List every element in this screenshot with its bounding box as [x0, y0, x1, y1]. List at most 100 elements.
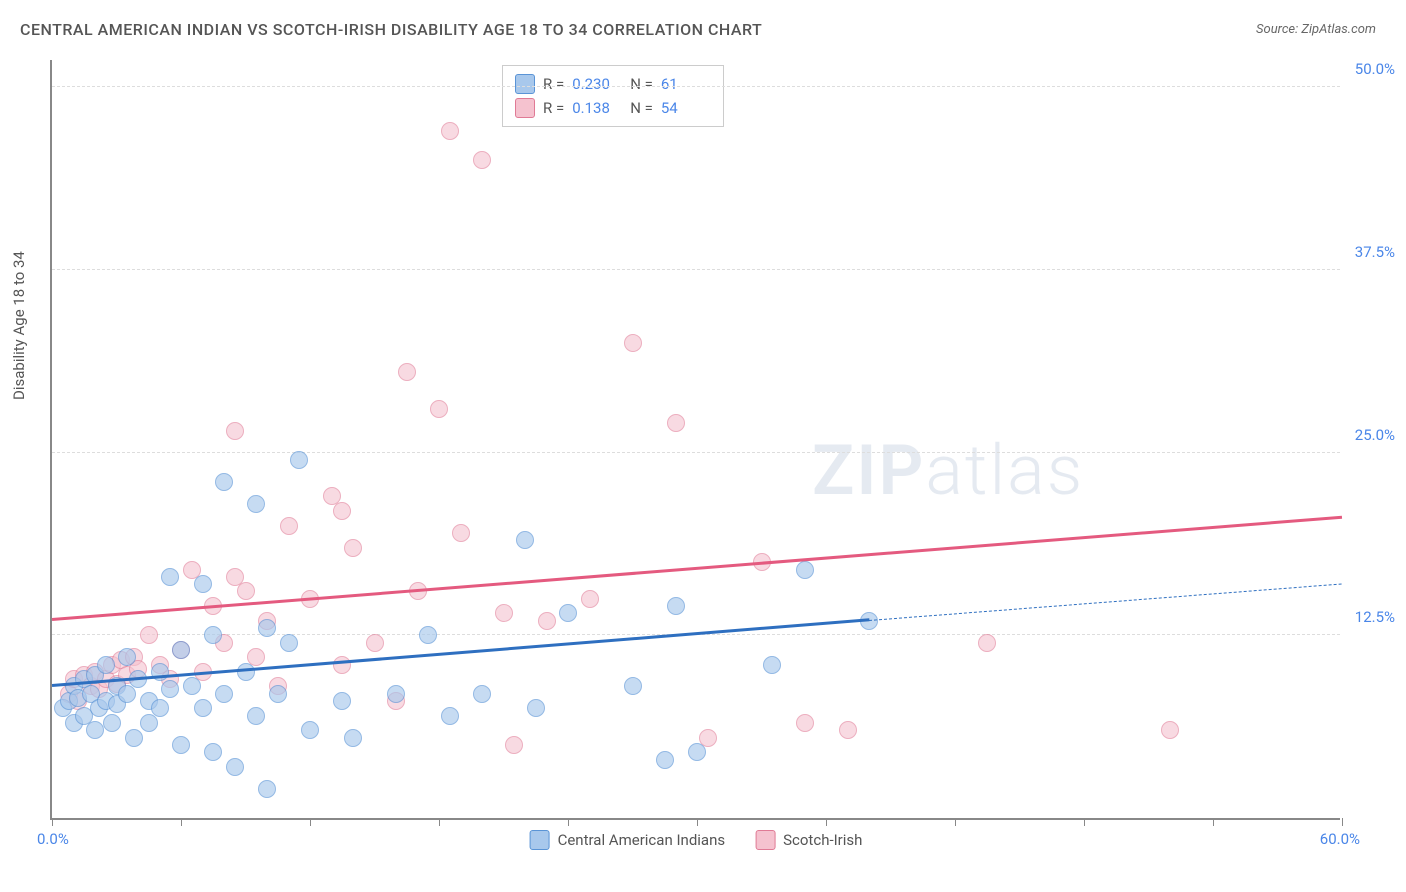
- scatter-point-blue: [333, 692, 351, 710]
- scatter-point-pink: [581, 590, 599, 608]
- x-tick: [1084, 818, 1085, 826]
- scatter-point-blue: [172, 736, 190, 754]
- y-tick-label: 50.0%: [1355, 60, 1395, 78]
- trend-line-blue-dashed: [869, 583, 1342, 621]
- stats-row-blue: R = 0.230 N = 61: [515, 72, 711, 96]
- gridline: [52, 269, 1340, 270]
- x-tick: [955, 818, 956, 826]
- x-max-label: 60.0%: [1320, 830, 1360, 848]
- scatter-point-pink: [538, 612, 556, 630]
- scatter-point-blue: [763, 656, 781, 674]
- scatter-point-pink: [796, 714, 814, 732]
- scatter-point-blue: [624, 677, 642, 695]
- scatter-point-blue: [656, 751, 674, 769]
- scatter-point-blue: [301, 721, 319, 739]
- x-tick: [697, 818, 698, 826]
- scatter-point-pink: [366, 634, 384, 652]
- scatter-point-blue: [290, 451, 308, 469]
- scatter-point-blue: [688, 743, 706, 761]
- scatter-point-blue: [215, 685, 233, 703]
- scatter-point-pink: [839, 721, 857, 739]
- scatter-point-blue: [103, 714, 121, 732]
- source-attribution: Source: ZipAtlas.com: [1256, 22, 1376, 37]
- legend-swatch-blue: [530, 830, 550, 850]
- scatter-point-blue: [125, 729, 143, 747]
- scatter-point-blue: [97, 656, 115, 674]
- scatter-point-blue: [441, 707, 459, 725]
- bottom-legend: Central American Indians Scotch-Irish: [530, 830, 863, 850]
- chart-title: CENTRAL AMERICAN INDIAN VS SCOTCH-IRISH …: [20, 20, 762, 39]
- scatter-point-pink: [473, 151, 491, 169]
- n-value-blue: 61: [661, 75, 711, 93]
- legend-item-blue: Central American Indians: [530, 830, 726, 850]
- gridline: [52, 452, 1340, 453]
- r-label: R =: [543, 75, 564, 93]
- scatter-point-blue: [237, 663, 255, 681]
- scatter-point-pink: [624, 334, 642, 352]
- scatter-point-blue: [473, 685, 491, 703]
- scatter-point-pink: [226, 568, 244, 586]
- x-origin-label: 0.0%: [37, 830, 69, 848]
- watermark-bold: ZIP: [812, 430, 925, 512]
- scatter-point-blue: [118, 685, 136, 703]
- legend-swatch-pink: [755, 830, 775, 850]
- scatter-point-blue: [387, 685, 405, 703]
- scatter-point-blue: [516, 531, 534, 549]
- watermark-light: atlas: [925, 430, 1084, 512]
- scatter-point-blue: [419, 626, 437, 644]
- scatter-point-blue: [269, 685, 287, 703]
- scatter-point-pink: [226, 422, 244, 440]
- stats-row-pink: R = 0.138 N = 54: [515, 96, 711, 120]
- x-tick: [439, 818, 440, 826]
- n-label: N =: [630, 75, 653, 93]
- scatter-point-pink: [667, 414, 685, 432]
- scatter-point-pink: [333, 656, 351, 674]
- n-label: N =: [630, 99, 653, 117]
- scatter-point-blue: [247, 707, 265, 725]
- scatter-point-blue: [280, 634, 298, 652]
- scatter-point-blue: [194, 575, 212, 593]
- scatter-point-blue: [86, 721, 104, 739]
- scatter-point-pink: [344, 539, 362, 557]
- gridline: [52, 86, 1340, 87]
- watermark: ZIPatlas: [812, 430, 1084, 512]
- scatter-point-blue: [527, 699, 545, 717]
- scatter-point-blue: [258, 780, 276, 798]
- r-label: R =: [543, 99, 564, 117]
- scatter-point-pink: [280, 517, 298, 535]
- scatter-point-pink: [441, 122, 459, 140]
- scatter-point-pink: [452, 524, 470, 542]
- scatter-point-pink: [333, 502, 351, 520]
- y-tick-label: 25.0%: [1355, 426, 1395, 444]
- scatter-point-pink: [505, 736, 523, 754]
- x-tick: [826, 818, 827, 826]
- scatter-point-pink: [1161, 721, 1179, 739]
- legend-label-pink: Scotch-Irish: [783, 831, 862, 849]
- trend-line-pink: [52, 516, 1342, 621]
- scatter-point-blue: [161, 568, 179, 586]
- scatter-point-pink: [978, 634, 996, 652]
- scatter-point-pink: [430, 400, 448, 418]
- y-axis-label: Disability Age 18 to 34: [10, 251, 28, 400]
- correlation-stats-box: R = 0.230 N = 61 R = 0.138 N = 54: [502, 65, 724, 127]
- scatter-plot-area: ZIPatlas R = 0.230 N = 61 R = 0.138 N = …: [50, 60, 1340, 820]
- r-value-pink: 0.138: [572, 99, 622, 117]
- r-value-blue: 0.230: [572, 75, 622, 93]
- x-tick: [568, 818, 569, 826]
- scatter-point-blue: [258, 619, 276, 637]
- scatter-point-blue: [151, 699, 169, 717]
- scatter-point-pink: [398, 363, 416, 381]
- scatter-point-blue: [161, 680, 179, 698]
- scatter-point-pink: [237, 582, 255, 600]
- y-tick-label: 37.5%: [1355, 243, 1395, 261]
- x-tick: [1213, 818, 1214, 826]
- x-tick: [181, 818, 182, 826]
- scatter-point-blue: [226, 758, 244, 776]
- scatter-point-blue: [183, 677, 201, 695]
- legend-label-blue: Central American Indians: [558, 831, 726, 849]
- scatter-point-blue: [667, 597, 685, 615]
- scatter-point-pink: [140, 626, 158, 644]
- legend-item-pink: Scotch-Irish: [755, 830, 862, 850]
- x-tick: [1342, 818, 1343, 826]
- x-tick: [52, 818, 53, 826]
